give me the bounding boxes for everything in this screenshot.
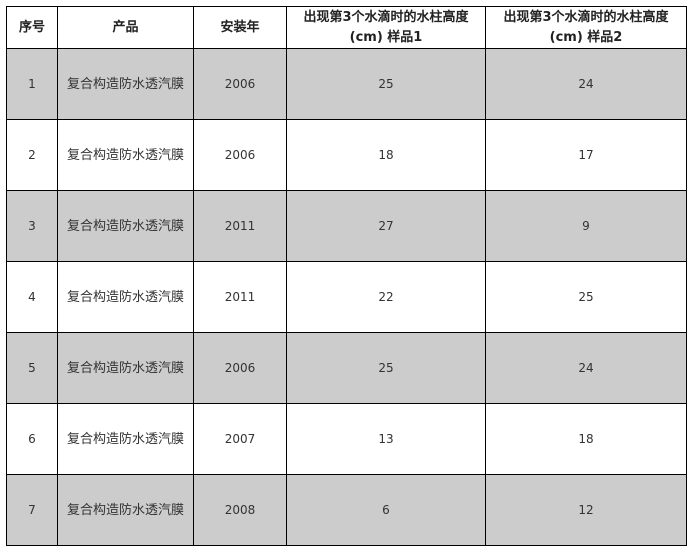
table-row: 1 复合构造防水透汽膜 2006 25 24 bbox=[6, 48, 687, 120]
cell-year: 2011 bbox=[193, 261, 287, 333]
cell-sample2: 25 bbox=[485, 261, 687, 333]
header-sample1: 出现第3个水滴时的水柱高度 (cm) 样品1 bbox=[286, 6, 486, 49]
cell-year: 2006 bbox=[193, 119, 287, 191]
cell-product: 复合构造防水透汽膜 bbox=[57, 403, 194, 475]
cell-sample2: 17 bbox=[485, 119, 687, 191]
data-table: 序号 产品 安装年 出现第3个水滴时的水柱高度 (cm) 样品1 出现第3个水滴… bbox=[6, 6, 687, 546]
cell-sample1: 6 bbox=[286, 474, 486, 546]
cell-product: 复合构造防水透汽膜 bbox=[57, 332, 194, 404]
cell-no: 3 bbox=[6, 190, 58, 262]
cell-year: 2008 bbox=[193, 474, 287, 546]
cell-no: 4 bbox=[6, 261, 58, 333]
cell-year: 2007 bbox=[193, 403, 287, 475]
cell-no: 7 bbox=[6, 474, 58, 546]
cell-sample1: 13 bbox=[286, 403, 486, 475]
table-row: 2 复合构造防水透汽膜 2006 18 17 bbox=[6, 119, 687, 191]
table-row: 4 复合构造防水透汽膜 2011 22 25 bbox=[6, 261, 687, 333]
cell-sample1: 18 bbox=[286, 119, 486, 191]
cell-year: 2011 bbox=[193, 190, 287, 262]
cell-sample1: 22 bbox=[286, 261, 486, 333]
cell-no: 5 bbox=[6, 332, 58, 404]
cell-sample1: 25 bbox=[286, 332, 486, 404]
cell-product: 复合构造防水透汽膜 bbox=[57, 474, 194, 546]
header-no: 序号 bbox=[6, 6, 58, 49]
table-row: 3 复合构造防水透汽膜 2011 27 9 bbox=[6, 190, 687, 262]
table-row: 5 复合构造防水透汽膜 2006 25 24 bbox=[6, 332, 687, 404]
header-sample2: 出现第3个水滴时的水柱高度 (cm) 样品2 bbox=[485, 6, 687, 49]
cell-year: 2006 bbox=[193, 332, 287, 404]
cell-product: 复合构造防水透汽膜 bbox=[57, 48, 194, 120]
cell-sample2: 12 bbox=[485, 474, 687, 546]
cell-sample1: 27 bbox=[286, 190, 486, 262]
cell-product: 复合构造防水透汽膜 bbox=[57, 261, 194, 333]
cell-sample2: 9 bbox=[485, 190, 687, 262]
header-product: 产品 bbox=[57, 6, 194, 49]
cell-product: 复合构造防水透汽膜 bbox=[57, 119, 194, 191]
header-year: 安装年 bbox=[193, 6, 287, 49]
header-row: 序号 产品 安装年 出现第3个水滴时的水柱高度 (cm) 样品1 出现第3个水滴… bbox=[6, 6, 687, 49]
cell-no: 6 bbox=[6, 403, 58, 475]
cell-no: 2 bbox=[6, 119, 58, 191]
table-row: 6 复合构造防水透汽膜 2007 13 18 bbox=[6, 403, 687, 475]
cell-sample2: 24 bbox=[485, 48, 687, 120]
cell-product: 复合构造防水透汽膜 bbox=[57, 190, 194, 262]
cell-sample1: 25 bbox=[286, 48, 486, 120]
cell-sample2: 18 bbox=[485, 403, 687, 475]
cell-no: 1 bbox=[6, 48, 58, 120]
table-row: 7 复合构造防水透汽膜 2008 6 12 bbox=[6, 474, 687, 546]
cell-year: 2006 bbox=[193, 48, 287, 120]
cell-sample2: 24 bbox=[485, 332, 687, 404]
